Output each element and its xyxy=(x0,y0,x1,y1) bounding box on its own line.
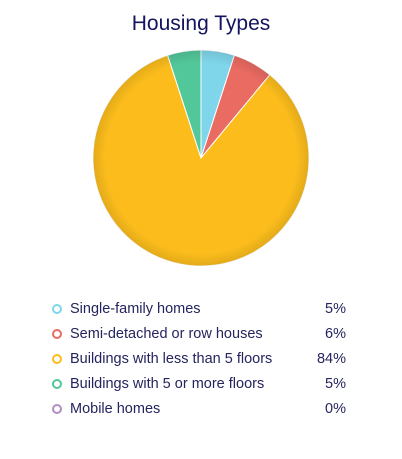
legend-value: 6% xyxy=(325,325,346,342)
legend-label: Semi-detached or row houses xyxy=(70,325,263,342)
legend-item[interactable]: Single-family homes 5% xyxy=(52,296,346,321)
legend-label: Single-family homes xyxy=(70,300,201,317)
legend-label: Mobile homes xyxy=(70,400,161,417)
legend-value: 5% xyxy=(325,375,346,392)
pie-chart xyxy=(93,50,309,266)
legend-item[interactable]: Semi-detached or row houses 6% xyxy=(52,321,346,346)
legend-label: Buildings with less than 5 floors xyxy=(70,350,273,367)
legend: Single-family homes 5% Semi-detached or ro… xyxy=(52,296,346,421)
chart-title: Housing Types xyxy=(131,12,271,35)
pie-shading xyxy=(93,50,309,266)
legend-value: 0% xyxy=(325,400,346,417)
legend-label: Buildings with 5 or more floors xyxy=(70,375,265,392)
legend-item[interactable]: Buildings with less than 5 floors 84% xyxy=(52,346,346,371)
legend-marker-icon xyxy=(52,403,62,414)
legend-marker-icon xyxy=(52,353,62,364)
legend-value: 5% xyxy=(325,300,346,317)
legend-value: 84% xyxy=(316,350,346,367)
legend-marker-icon xyxy=(52,303,62,314)
legend-item[interactable]: Mobile homes 0% xyxy=(52,396,346,421)
legend-marker-icon xyxy=(52,328,62,339)
legend-item[interactable]: Buildings with 5 or more floors 5% xyxy=(52,371,346,396)
legend-marker-icon xyxy=(52,378,62,389)
